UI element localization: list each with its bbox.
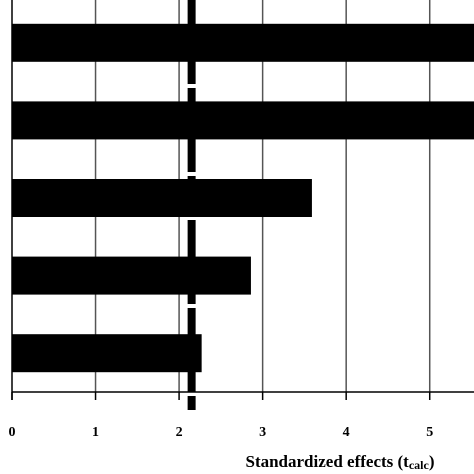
- x-tick-label: 2: [176, 425, 183, 440]
- bar: [12, 256, 251, 295]
- x-axis-label-suffix: ): [429, 452, 435, 471]
- bar: [12, 179, 312, 217]
- x-axis-label-subscript: calc: [409, 458, 430, 472]
- x-tick-label: 5: [426, 425, 433, 440]
- x-tick-label: 1: [92, 425, 99, 440]
- x-tick-label: 4: [343, 425, 350, 440]
- x-tick-label: 3: [259, 425, 266, 440]
- x-tick-label: 0: [9, 425, 16, 440]
- bar: [12, 101, 474, 140]
- bar: [12, 334, 202, 373]
- x-axis-label: Standardized effects (tcalc): [245, 452, 434, 472]
- x-axis-label-text: Standardized effects (t: [245, 452, 409, 471]
- bar: [12, 23, 474, 62]
